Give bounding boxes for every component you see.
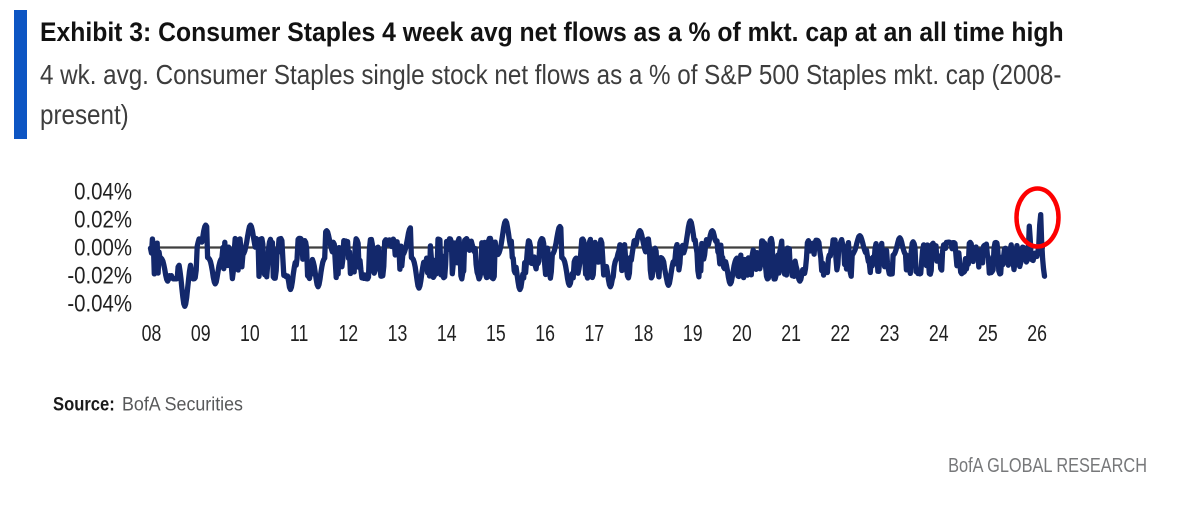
svg-text:18: 18 xyxy=(634,322,654,347)
svg-text:14: 14 xyxy=(437,322,457,347)
svg-text:0.04%: 0.04% xyxy=(74,178,132,205)
svg-text:19: 19 xyxy=(683,322,703,347)
svg-text:0.02%: 0.02% xyxy=(74,206,132,233)
svg-text:20: 20 xyxy=(732,322,752,347)
svg-text:10: 10 xyxy=(240,322,260,347)
svg-text:22: 22 xyxy=(830,322,850,347)
svg-text:16: 16 xyxy=(535,322,555,347)
svg-text:4 wk. avg. Consumer Staples si: 4 wk. avg. Consumer Staples single stock… xyxy=(40,58,1061,90)
svg-text:present): present) xyxy=(40,98,129,130)
svg-text:12: 12 xyxy=(338,322,358,347)
svg-text:08: 08 xyxy=(142,322,162,347)
svg-text:BofA Securities: BofA Securities xyxy=(122,393,243,415)
svg-text:25: 25 xyxy=(978,322,998,347)
svg-text:21: 21 xyxy=(781,322,801,347)
svg-text:-0.02%: -0.02% xyxy=(67,262,132,289)
svg-text:15: 15 xyxy=(486,322,506,347)
svg-text:17: 17 xyxy=(584,322,604,347)
svg-text:09: 09 xyxy=(191,322,211,347)
svg-text:Source:: Source: xyxy=(53,393,115,414)
svg-text:BofA GLOBAL RESEARCH: BofA GLOBAL RESEARCH xyxy=(948,453,1147,476)
svg-text:23: 23 xyxy=(880,322,900,347)
svg-text:26: 26 xyxy=(1027,322,1047,347)
svg-text:Exhibit 3: Consumer Staples 4: Exhibit 3: Consumer Staples 4 week avg n… xyxy=(40,18,1064,47)
svg-text:13: 13 xyxy=(388,322,408,347)
svg-text:24: 24 xyxy=(929,322,949,347)
svg-text:11: 11 xyxy=(290,322,308,347)
svg-text:-0.04%: -0.04% xyxy=(67,290,132,317)
svg-text:0.00%: 0.00% xyxy=(74,234,132,261)
